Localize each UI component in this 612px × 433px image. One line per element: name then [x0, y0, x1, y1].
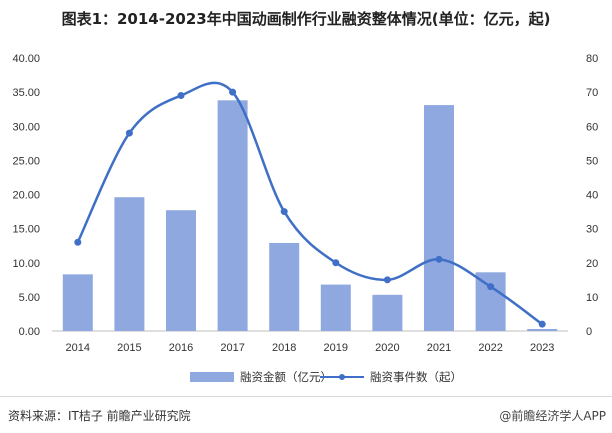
- legend-line-label: 融资事件数（起）: [370, 370, 462, 384]
- line-point: [435, 255, 443, 263]
- left-tick-label: 40.00: [12, 53, 40, 65]
- left-axis-ticks: 0.00 5.00 10.00 15.00 20.00 25.00 30.00 35.00 40…: [12, 53, 40, 338]
- bar: [114, 197, 145, 331]
- line-point: [177, 92, 185, 100]
- legend-bar-label: 融资金额（亿元）: [240, 370, 332, 384]
- right-axis-ticks: 0 10 20 30 40 50 60 70 80: [586, 53, 598, 338]
- line-point: [487, 283, 495, 291]
- bar: [320, 284, 351, 331]
- bar-series: [62, 100, 558, 331]
- right-tick-label: 20: [586, 258, 598, 270]
- line-path: [76, 81, 543, 326]
- line-series: [74, 81, 546, 328]
- source-note: 资料来源：IT桔子 前瞻产业研究院: [8, 409, 191, 423]
- x-tick-label: 2022: [478, 342, 502, 354]
- bar: [424, 105, 454, 331]
- bar: [166, 210, 196, 331]
- line-point: [332, 259, 340, 267]
- right-tick-label: 60: [586, 121, 598, 133]
- x-tick-label: 2014: [66, 342, 90, 354]
- x-axis-ticks: 2014 2015 2016 2017 2018 2019 2020 2021 2022 2023: [66, 342, 555, 354]
- left-tick-label: 25.00: [12, 155, 40, 167]
- right-tick-label: 0: [586, 326, 592, 338]
- x-tick-label: 2016: [169, 342, 193, 354]
- line-point: [538, 320, 546, 328]
- x-tick-label: 2017: [220, 342, 244, 354]
- legend-bar-swatch: [190, 372, 234, 382]
- left-tick-label: 20.00: [12, 190, 40, 202]
- footer-divider: [0, 396, 612, 397]
- legend: 融资金额（亿元） 融资事件数（起）: [190, 370, 462, 384]
- left-tick-label: 0.00: [19, 326, 40, 338]
- left-tick-label: 30.00: [12, 121, 40, 133]
- x-tick-label: 2021: [427, 342, 451, 354]
- x-tick-label: 2023: [530, 342, 554, 354]
- line-point: [383, 276, 391, 284]
- x-tick-label: 2015: [117, 342, 141, 354]
- line-point: [125, 129, 133, 137]
- left-tick-label: 35.00: [12, 87, 40, 99]
- right-tick-label: 80: [586, 53, 598, 65]
- bar: [475, 272, 506, 331]
- left-tick-label: 10.00: [12, 258, 40, 270]
- line-point: [280, 208, 288, 216]
- bar: [269, 242, 300, 331]
- right-tick-label: 40: [586, 190, 598, 202]
- left-tick-label: 15.00: [12, 224, 40, 236]
- line-point: [74, 238, 82, 246]
- right-tick-label: 30: [586, 224, 598, 236]
- x-tick-label: 2018: [272, 342, 296, 354]
- line-point: [229, 88, 237, 96]
- bar: [62, 274, 93, 331]
- bar: [217, 100, 248, 331]
- left-tick-label: 5.00: [19, 292, 40, 304]
- right-tick-label: 70: [586, 87, 598, 99]
- brand-label: @前瞻经济学人APP: [499, 409, 606, 423]
- chart-title: 图表1：2014-2023年中国动画制作行业融资整体情况(单位：亿元，起): [61, 10, 551, 28]
- bar: [527, 328, 558, 331]
- x-tick-label: 2019: [324, 342, 348, 354]
- right-tick-label: 50: [586, 155, 598, 167]
- bar: [372, 294, 403, 331]
- right-tick-label: 10: [586, 292, 598, 304]
- legend-line-marker: [339, 374, 345, 380]
- x-tick-label: 2020: [375, 342, 399, 354]
